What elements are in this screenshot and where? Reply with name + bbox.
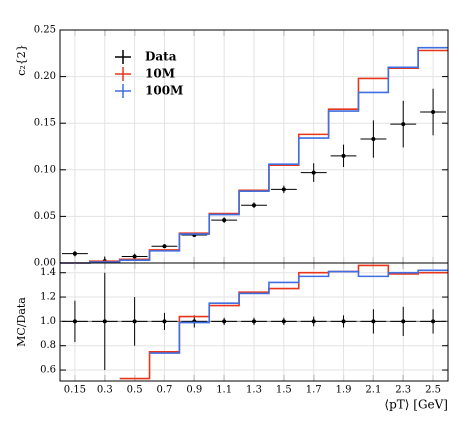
x-tick-label: 1.5 <box>276 385 292 396</box>
data-point <box>162 319 167 324</box>
data-point <box>252 319 256 324</box>
data-point <box>401 319 406 324</box>
data-point <box>72 319 77 324</box>
x-tick-label: 0.3 <box>97 385 113 396</box>
y-tick-label: 0.25 <box>34 25 56 36</box>
y-tick-label: 0.15 <box>34 118 56 129</box>
legend-label: 100M <box>145 84 183 98</box>
x-tick-label: 2.5 <box>425 385 441 396</box>
step-line <box>149 269 448 354</box>
data-point <box>341 153 346 158</box>
x-tick-label: 2.3 <box>395 385 411 396</box>
data-point <box>431 319 436 324</box>
legend-label: 10M <box>145 67 175 81</box>
x-tick-label: 2.1 <box>365 385 381 396</box>
data-point <box>102 319 107 324</box>
y-tick-label: 0.20 <box>34 71 56 82</box>
y-axis-label: c₂{2} <box>15 44 28 76</box>
y-tick-label: 1.2 <box>40 292 56 303</box>
data-point <box>281 319 286 324</box>
x-tick-label: 1.3 <box>246 385 262 396</box>
data-point <box>311 319 316 324</box>
x-tick-label: 0.15 <box>64 385 86 396</box>
data-point <box>401 122 406 127</box>
x-tick-label: 1.7 <box>306 385 322 396</box>
data-point <box>222 218 227 223</box>
data-point <box>132 254 137 259</box>
data-point <box>371 137 376 142</box>
x-tick-label: 1.9 <box>336 385 352 396</box>
y-tick-label: 0.8 <box>40 340 56 351</box>
x-tick-label: 0.9 <box>186 385 202 396</box>
data-point <box>222 319 227 324</box>
data-point <box>162 244 167 249</box>
x-axis-label: ⟨pT⟩ [GeV] <box>384 398 448 412</box>
x-tick-label: 1.1 <box>216 385 232 396</box>
y-tick-label: 1.4 <box>40 267 56 278</box>
y-tick-label: 1.0 <box>40 316 56 327</box>
y-tick-label: 0.05 <box>34 211 56 222</box>
x-tick-label: 0.7 <box>157 385 173 396</box>
x-tick-label: 0.5 <box>127 385 143 396</box>
plot-frame <box>59 262 449 382</box>
y-axis-label: MC/Data <box>15 297 28 347</box>
data-point <box>281 187 286 192</box>
legend-label: Data <box>145 50 177 64</box>
data-point <box>311 170 316 175</box>
data-point <box>252 203 256 208</box>
data-point <box>72 251 77 256</box>
data-point <box>132 319 137 324</box>
y-tick-label: 0.6 <box>40 365 56 376</box>
step-line <box>60 46 448 264</box>
data-point <box>431 110 436 115</box>
data-point <box>341 319 346 324</box>
data-point <box>371 319 376 324</box>
y-tick-label: 0.00 <box>34 258 56 269</box>
y-tick-label: 0.10 <box>34 164 56 175</box>
step-line <box>60 49 448 264</box>
